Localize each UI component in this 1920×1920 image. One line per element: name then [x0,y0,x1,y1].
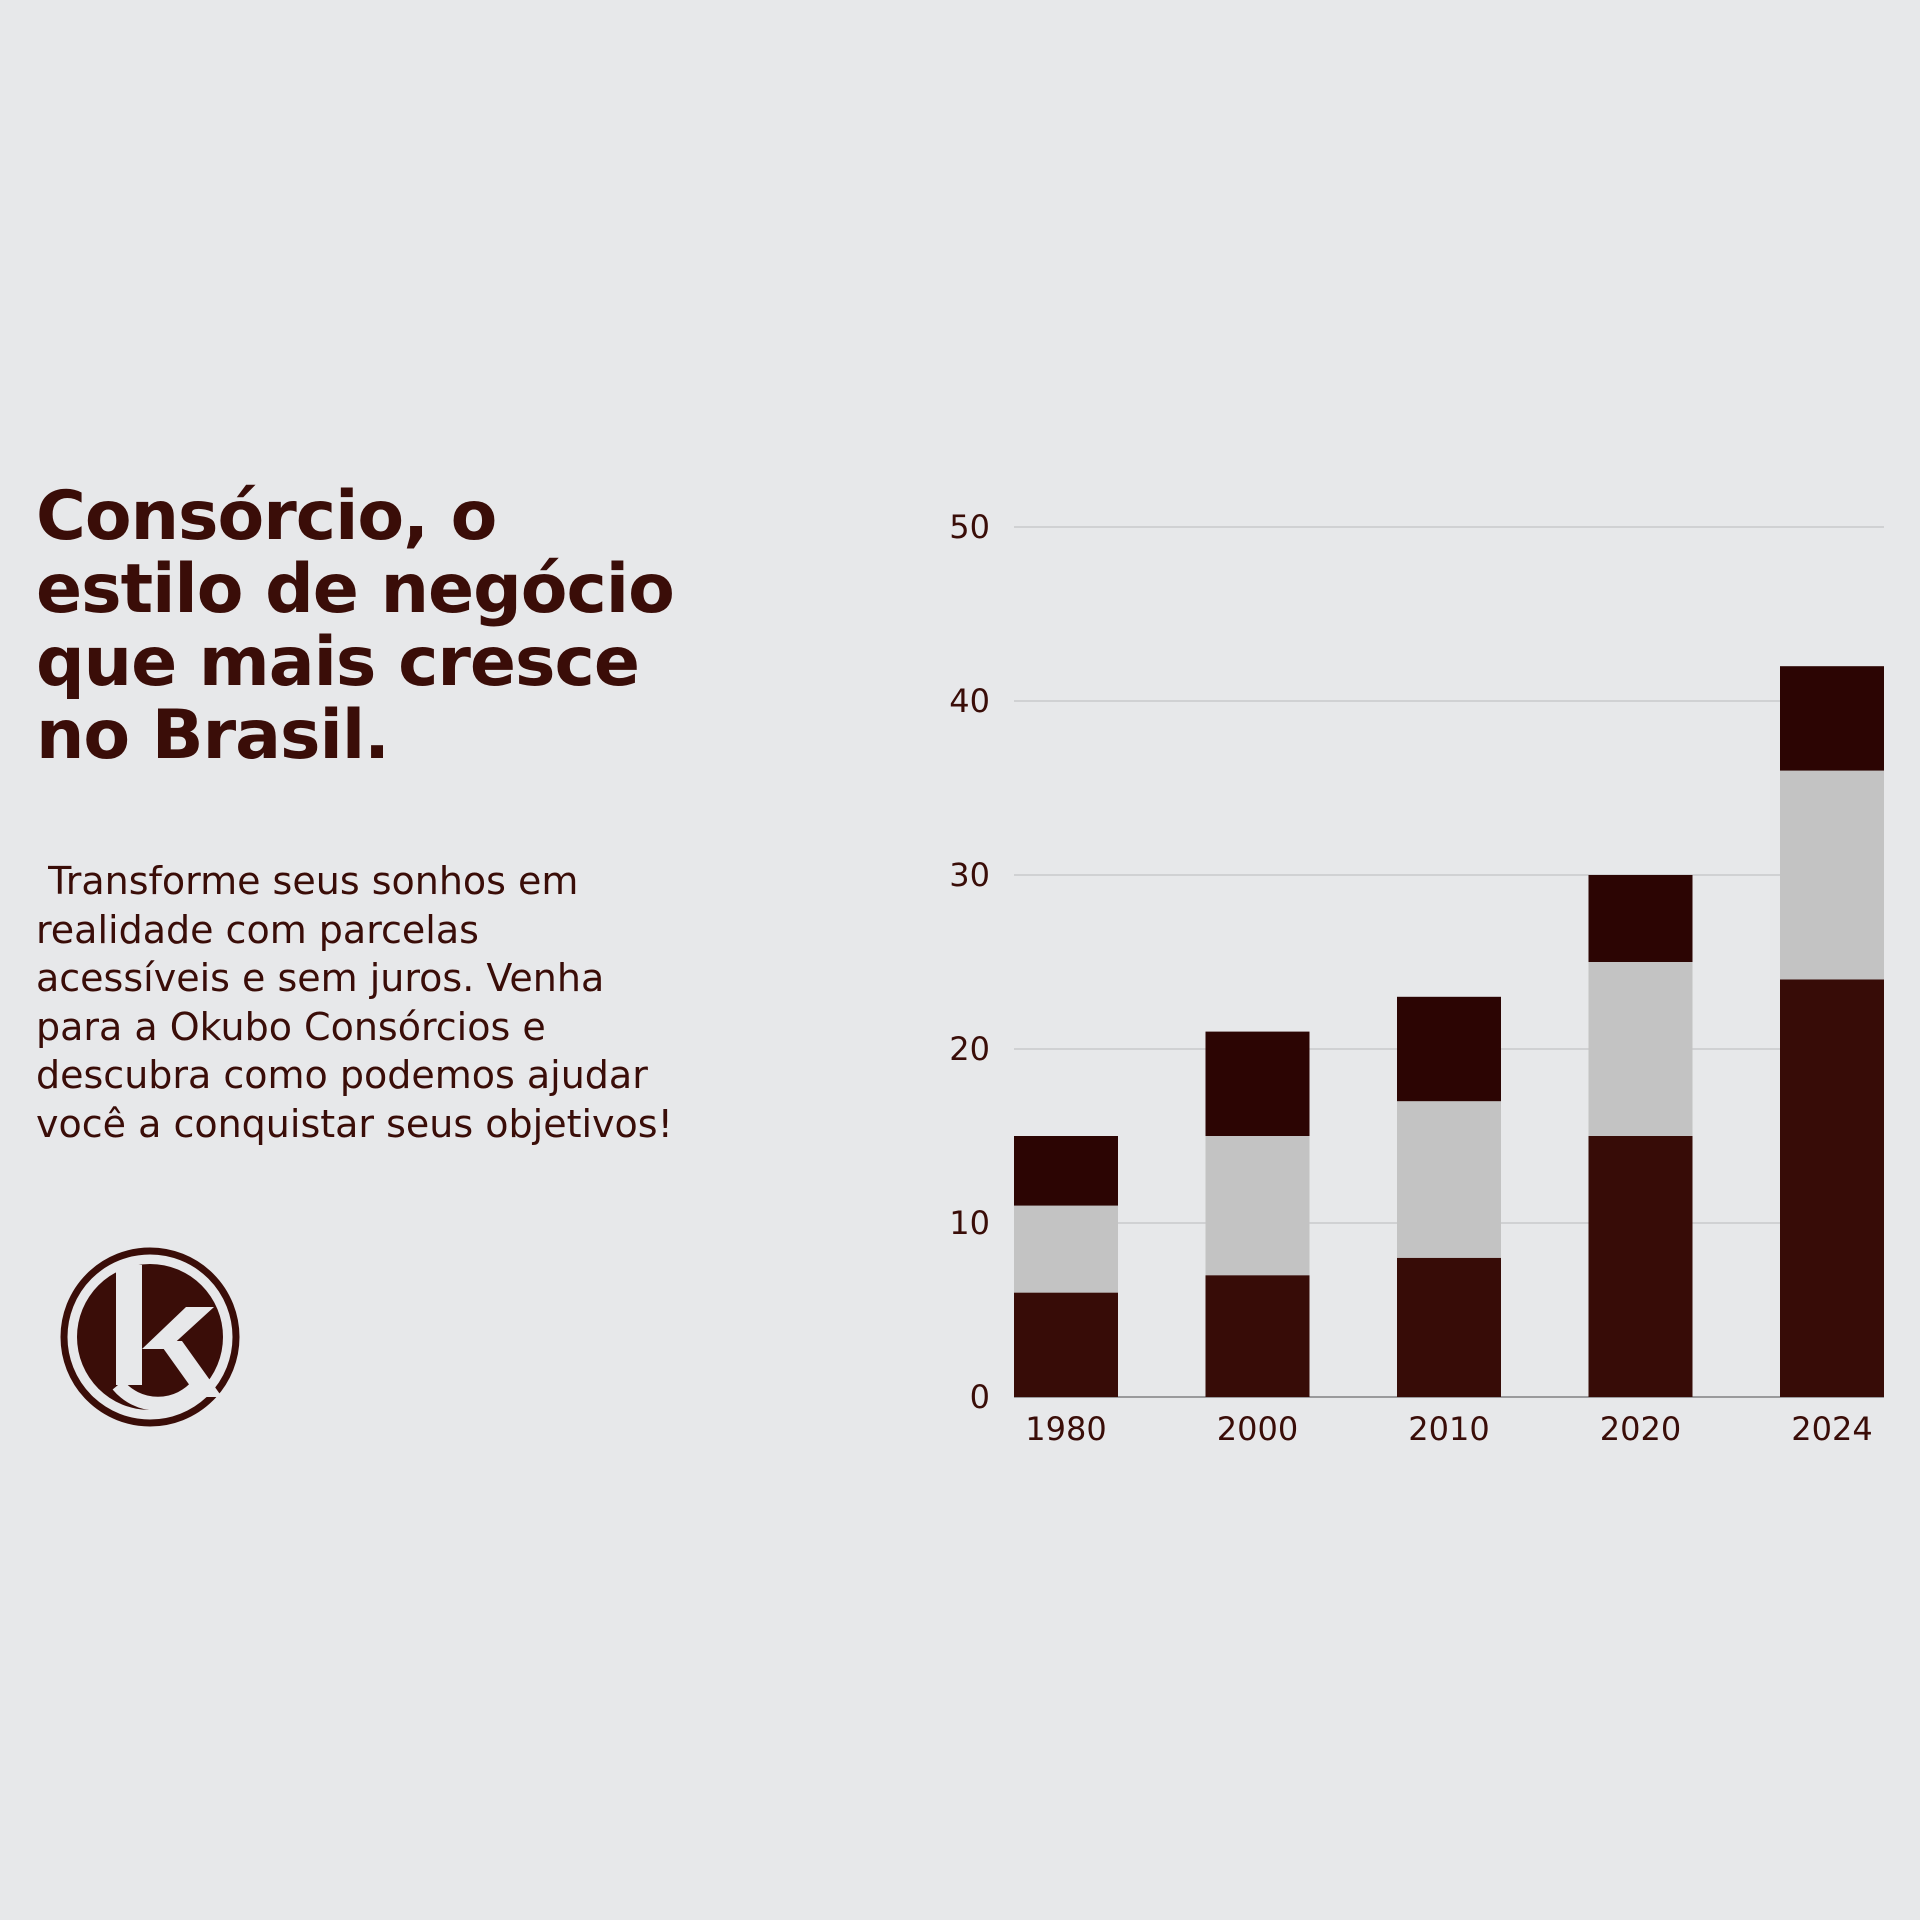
headline: Consórcio, o estilo de negócio que mais … [36,480,756,772]
bar-segment-1980-2 [1014,1136,1118,1206]
y-tick-label: 20 [949,1030,990,1068]
x-tick-label: 2020 [1600,1410,1681,1448]
y-tick-label: 0 [970,1378,990,1416]
y-tick-label: 10 [949,1204,990,1242]
bar-segment-2010-1 [1397,1101,1501,1258]
headline-line: estilo de negócio [36,550,675,629]
body-line: você a conquistar seus objetivos! [36,1101,673,1146]
y-tick-label: 50 [949,508,990,546]
headline-line: no Brasil. [36,696,390,775]
bar-segment-1980-0 [1014,1292,1118,1397]
bar-segment-2024-2 [1780,666,1884,771]
y-tick-label: 40 [949,682,990,720]
bar-segment-2000-0 [1205,1275,1310,1397]
body-line: descubra como podemos ajudar [36,1053,648,1097]
tick-labels: 0 10 20 30 40 50 1980 2000 2010 2020 2024 [949,508,1872,1448]
x-tick-label: 2024 [1791,1410,1872,1448]
headline-line: que mais cresce [36,623,640,702]
y-tick-label: 30 [949,856,990,894]
body-line: para a Okubo Consórcios e [36,1004,546,1049]
x-tick-label: 1980 [1025,1410,1106,1448]
bar-segment-2020-1 [1588,962,1693,1136]
bar-segment-1980-1 [1014,1205,1118,1293]
bars [1014,666,1884,1397]
bar-segment-2020-2 [1588,875,1693,962]
bar-segment-2010-2 [1397,996,1501,1102]
x-tick-label: 2010 [1408,1410,1489,1448]
body-text: Transforme seus sonhos em realidade com … [36,857,736,1148]
bar-segment-2024-1 [1780,770,1884,980]
x-tick-label: 2000 [1217,1410,1298,1448]
okubo-k-logo-icon [60,1247,240,1427]
bar-segment-2020-0 [1588,1136,1693,1397]
bar-segment-2010-0 [1397,1257,1501,1397]
body-line: Transforme seus sonhos em [36,859,579,903]
headline-line: Consórcio, o [36,477,497,556]
body-line: acessíveis e sem juros. Venha [36,956,605,1000]
bar-segment-2000-1 [1205,1136,1310,1276]
body-line: realidade com parcelas [36,907,479,952]
bar-segment-2000-2 [1205,1031,1310,1136]
bar-segment-2024-0 [1780,979,1884,1397]
